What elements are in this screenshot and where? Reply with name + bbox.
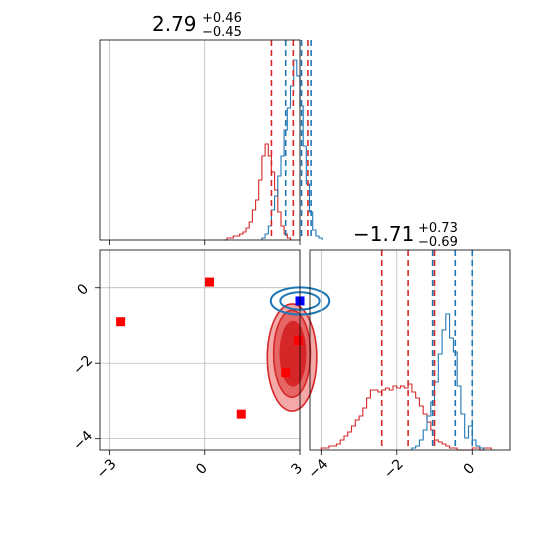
p0-diag-frame <box>99 39 301 241</box>
joint-frame <box>99 249 301 451</box>
title-p1-value: −1.71 <box>353 222 414 246</box>
red-sample-marker-1 <box>116 317 126 327</box>
p0-red-hist <box>223 143 292 241</box>
joint-xaxis-label-0: −3 <box>94 456 120 482</box>
p1-diag-xaxis-label-2: 0 <box>461 460 479 478</box>
diagonal-panel-p0 <box>99 39 323 245</box>
p1-diag-frame <box>309 249 511 451</box>
diagonal-panel-p1: −4 −2 0 <box>306 249 511 482</box>
red-sample-marker-4 <box>236 409 246 419</box>
title-p0: 2.79 +0.46 −0.45 <box>152 11 242 40</box>
title-p0-minus: −0.45 <box>202 25 242 40</box>
title-p1: −1.71 +0.73 −0.69 <box>353 221 458 250</box>
title-p1-minus: −0.69 <box>418 235 458 250</box>
joint-yaxis-label-0: −4 <box>70 428 96 454</box>
title-p0-plus: +0.46 <box>202 11 242 26</box>
joint-yaxis-label-2: 0 <box>74 281 92 299</box>
red-sample-marker-2 <box>293 336 303 346</box>
p0-blue-hist <box>261 59 323 240</box>
joint-panel: −3 0 3−4−20 <box>70 249 331 482</box>
p1-diag-xaxis-label-0: −4 <box>306 456 332 482</box>
title-p0-value: 2.79 <box>152 12 197 36</box>
p1-diag-xaxis-label-1: −2 <box>381 456 407 482</box>
title-p1-plus: +0.73 <box>418 221 458 236</box>
joint-yaxis-label-1: −2 <box>70 352 96 378</box>
red-sample-marker-3 <box>281 368 291 378</box>
p1-red-hist <box>320 383 492 451</box>
joint-xaxis-label-2: 3 <box>288 460 306 478</box>
red-sample-marker-0 <box>205 277 215 287</box>
joint-xaxis-label-1: 0 <box>193 460 211 478</box>
